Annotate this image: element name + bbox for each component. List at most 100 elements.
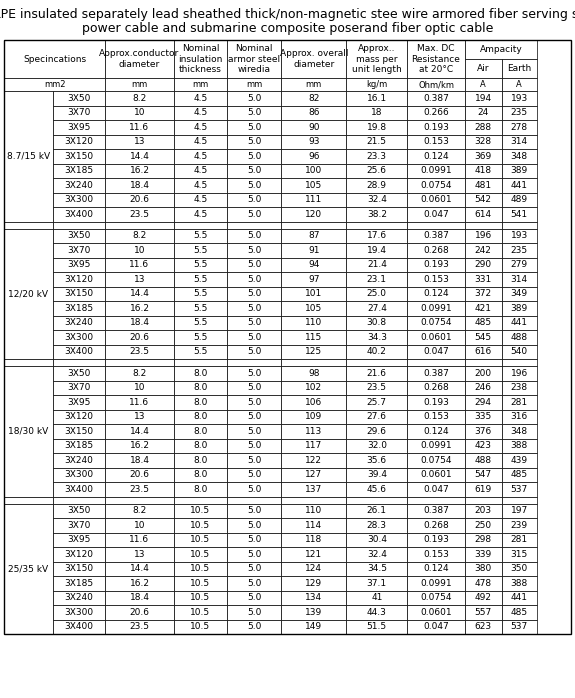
Text: 5.0: 5.0 xyxy=(247,608,262,617)
Text: 3X185: 3X185 xyxy=(64,441,94,450)
Text: 3X240: 3X240 xyxy=(65,181,94,190)
Text: 18.4: 18.4 xyxy=(129,593,150,602)
Bar xyxy=(227,40,281,78)
Text: 3X300: 3X300 xyxy=(64,470,94,480)
Bar xyxy=(347,359,407,366)
Bar xyxy=(174,395,227,410)
Bar xyxy=(501,105,537,120)
Text: 10.5: 10.5 xyxy=(190,608,210,617)
Bar xyxy=(53,620,105,634)
Text: 82: 82 xyxy=(308,94,320,103)
Text: 0.124: 0.124 xyxy=(423,426,449,436)
Text: 235: 235 xyxy=(511,246,528,255)
Bar xyxy=(105,591,174,605)
Bar xyxy=(347,496,407,503)
Bar xyxy=(227,453,281,468)
Text: 18.4: 18.4 xyxy=(129,456,150,465)
Bar xyxy=(465,576,501,591)
Text: 23.5: 23.5 xyxy=(129,484,150,493)
Bar xyxy=(174,380,227,395)
Bar xyxy=(227,438,281,453)
Bar xyxy=(227,380,281,395)
Text: 5.0: 5.0 xyxy=(247,593,262,602)
Text: 197: 197 xyxy=(511,506,528,515)
Text: 8.2: 8.2 xyxy=(132,506,147,515)
Text: 18.4: 18.4 xyxy=(129,181,150,190)
Bar xyxy=(281,620,347,634)
Bar xyxy=(4,228,53,359)
Bar xyxy=(347,453,407,468)
Text: 34.5: 34.5 xyxy=(367,564,387,573)
Text: 113: 113 xyxy=(305,426,323,436)
Bar xyxy=(501,258,537,272)
Text: 0.047: 0.047 xyxy=(423,347,449,356)
Text: 235: 235 xyxy=(511,108,528,117)
Text: 281: 281 xyxy=(511,535,528,544)
Bar xyxy=(105,78,174,91)
Bar xyxy=(174,163,227,178)
Bar xyxy=(465,395,501,410)
Bar xyxy=(465,178,501,193)
Bar xyxy=(53,533,105,547)
Text: 193: 193 xyxy=(511,94,528,103)
Bar xyxy=(281,468,347,482)
Text: Air: Air xyxy=(477,64,489,73)
Bar xyxy=(174,330,227,345)
Bar xyxy=(407,149,465,163)
Text: 348: 348 xyxy=(511,151,528,161)
Bar xyxy=(174,345,227,359)
Bar xyxy=(227,149,281,163)
Bar xyxy=(501,576,537,591)
Bar xyxy=(407,207,465,221)
Bar xyxy=(465,286,501,301)
Text: 5.0: 5.0 xyxy=(247,275,262,284)
Bar xyxy=(347,315,407,330)
Text: 10.5: 10.5 xyxy=(190,521,210,530)
Bar xyxy=(105,620,174,634)
Bar xyxy=(281,258,347,272)
Bar xyxy=(347,149,407,163)
Text: 8.0: 8.0 xyxy=(193,441,208,450)
Bar xyxy=(501,366,537,380)
Bar xyxy=(465,561,501,576)
Bar xyxy=(105,178,174,193)
Text: 10.5: 10.5 xyxy=(190,564,210,573)
Text: 14.4: 14.4 xyxy=(129,151,150,161)
Text: 27.6: 27.6 xyxy=(367,413,387,422)
Text: 3X50: 3X50 xyxy=(67,506,91,515)
Text: 23.5: 23.5 xyxy=(129,210,150,218)
Text: 4.5: 4.5 xyxy=(193,151,208,161)
Bar xyxy=(174,258,227,272)
Bar xyxy=(105,410,174,424)
Bar xyxy=(347,40,407,78)
Bar xyxy=(53,591,105,605)
Bar xyxy=(53,135,105,149)
Text: 0.387: 0.387 xyxy=(423,231,449,240)
Bar xyxy=(465,380,501,395)
Bar xyxy=(105,301,174,315)
Bar xyxy=(174,78,227,91)
Text: 194: 194 xyxy=(475,94,492,103)
Text: 8.0: 8.0 xyxy=(193,484,208,493)
Bar xyxy=(347,228,407,243)
Bar xyxy=(407,40,465,78)
Bar xyxy=(105,547,174,561)
Text: 93: 93 xyxy=(308,138,320,147)
Bar xyxy=(407,359,465,366)
Bar xyxy=(407,503,465,518)
Bar xyxy=(105,503,174,518)
Text: 19.8: 19.8 xyxy=(367,123,387,132)
Bar xyxy=(105,453,174,468)
Text: 10.5: 10.5 xyxy=(190,535,210,544)
Text: 5.5: 5.5 xyxy=(193,231,208,240)
Bar xyxy=(227,366,281,380)
Bar xyxy=(281,228,347,243)
Text: 34.3: 34.3 xyxy=(367,333,387,342)
Text: 250: 250 xyxy=(475,521,492,530)
Bar xyxy=(281,438,347,453)
Bar xyxy=(407,228,465,243)
Bar xyxy=(465,105,501,120)
Bar xyxy=(347,468,407,482)
Bar xyxy=(407,135,465,149)
Bar xyxy=(174,301,227,315)
